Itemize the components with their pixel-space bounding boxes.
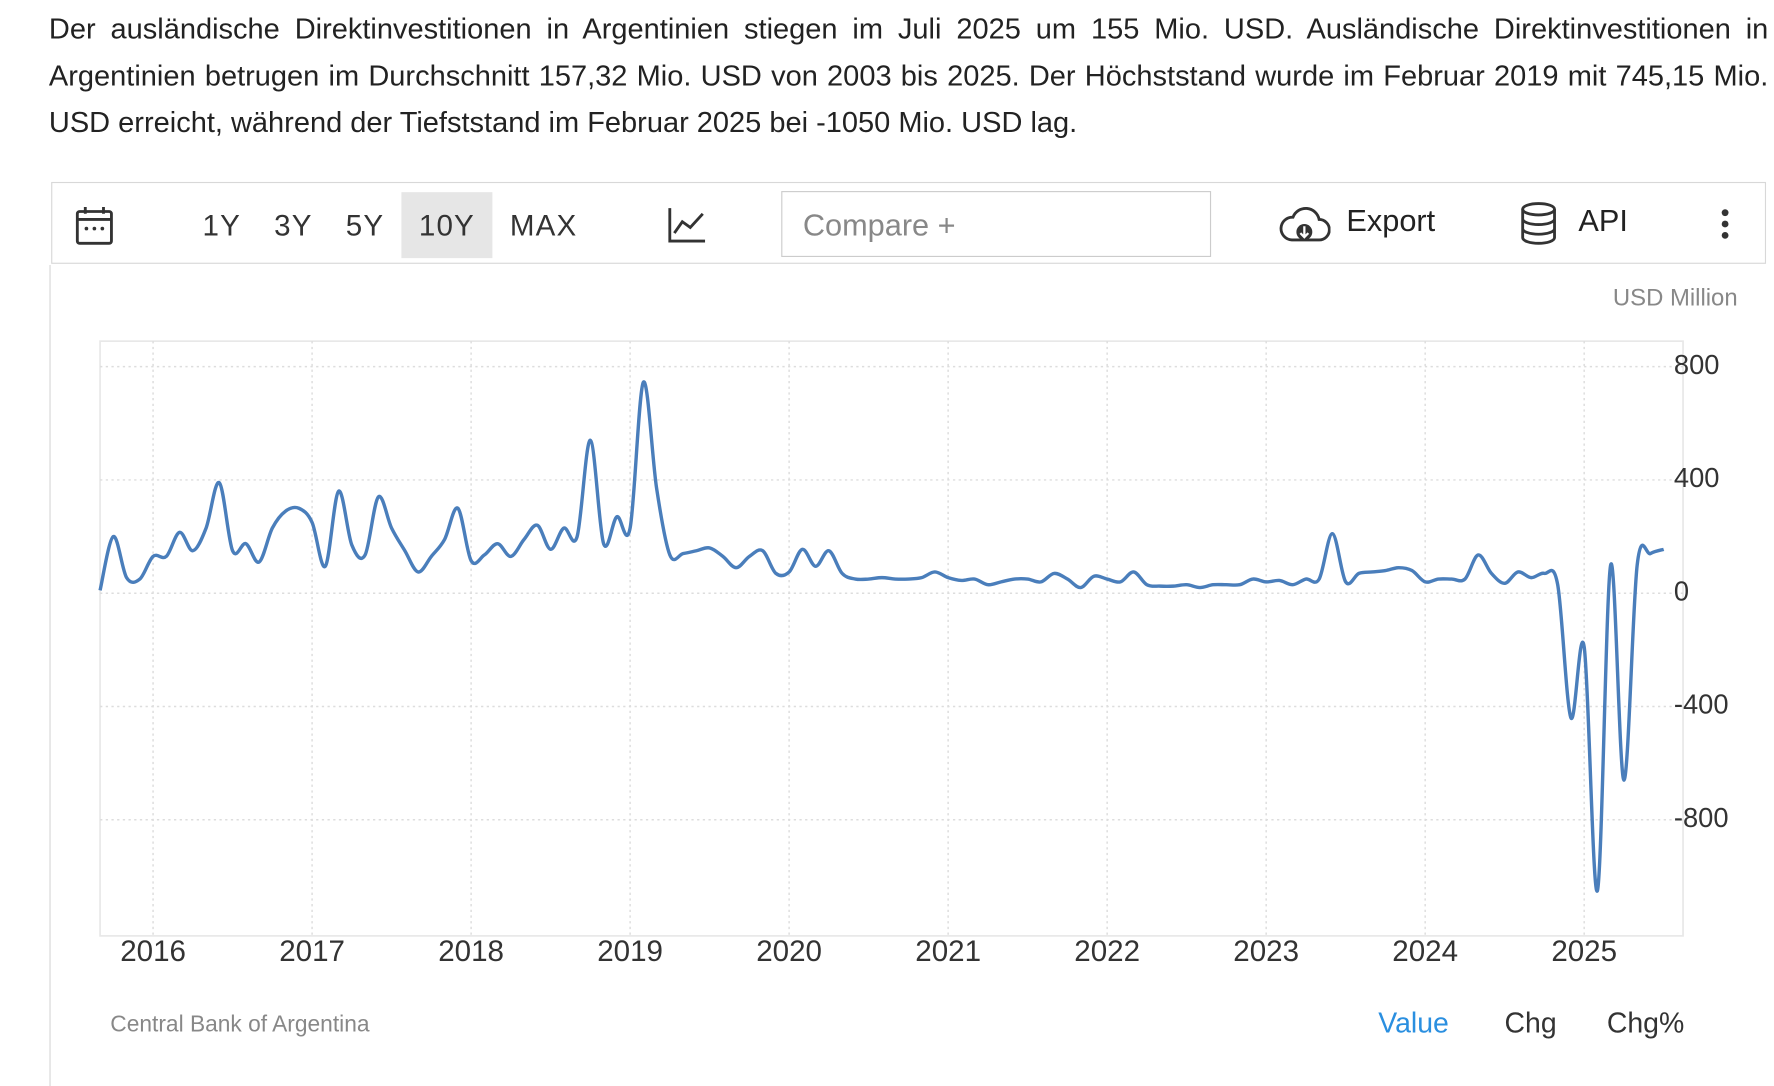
- tab[interactable]: Chg: [1504, 1007, 1557, 1040]
- x-tick-label: 2025: [1551, 935, 1617, 968]
- x-tick-label: 2020: [756, 935, 822, 968]
- y-tick-label: 0: [1674, 575, 1689, 606]
- range-button[interactable]: 5Y: [345, 208, 385, 243]
- y-tick-label: 800: [1674, 349, 1720, 380]
- chart-type-icon[interactable]: [666, 206, 707, 245]
- x-tick-label: 2016: [120, 935, 186, 968]
- compare-input[interactable]: Compare +: [781, 191, 1212, 258]
- calendar-icon[interactable]: [75, 206, 114, 247]
- x-tick-label: 2022: [1074, 935, 1140, 968]
- range-button[interactable]: 10Y: [401, 192, 493, 259]
- data-line: [98, 380, 1665, 893]
- x-tick-label: 2023: [1233, 935, 1299, 968]
- range-button[interactable]: 3Y: [274, 208, 313, 243]
- source: Central Bank of Argentina: [110, 1012, 370, 1038]
- y-tick-label: 400: [1674, 462, 1720, 493]
- tab[interactable]: Value: [1378, 1007, 1449, 1040]
- x-tick-label: 2024: [1392, 935, 1458, 968]
- plot-frame: [99, 340, 1684, 937]
- range-button[interactable]: 1Y: [202, 208, 241, 243]
- unit-label: USD Million: [1613, 284, 1738, 311]
- range-button[interactable]: MAX: [509, 208, 578, 243]
- x-tick-label: 2019: [597, 935, 663, 968]
- api-button[interactable]: API: [1578, 203, 1628, 238]
- more-icon[interactable]: [1718, 208, 1732, 242]
- toolbar: 1Y 3Y 5Y 10Y MAX Compare + Export API: [51, 181, 1767, 264]
- export-icon[interactable]: [1278, 206, 1331, 247]
- y-tick-label: -400: [1674, 689, 1729, 720]
- y-tick-label: -800: [1674, 802, 1729, 833]
- x-tick-label: 2018: [438, 935, 504, 968]
- export-button[interactable]: Export: [1346, 203, 1436, 238]
- x-tick-label: 2017: [279, 935, 345, 968]
- api-icon[interactable]: [1519, 201, 1558, 246]
- description: Der ausländische Direktinvestitionen in …: [48, 13, 1769, 139]
- x-tick-label: 2021: [915, 935, 981, 968]
- tab[interactable]: Chg%: [1606, 1007, 1685, 1040]
